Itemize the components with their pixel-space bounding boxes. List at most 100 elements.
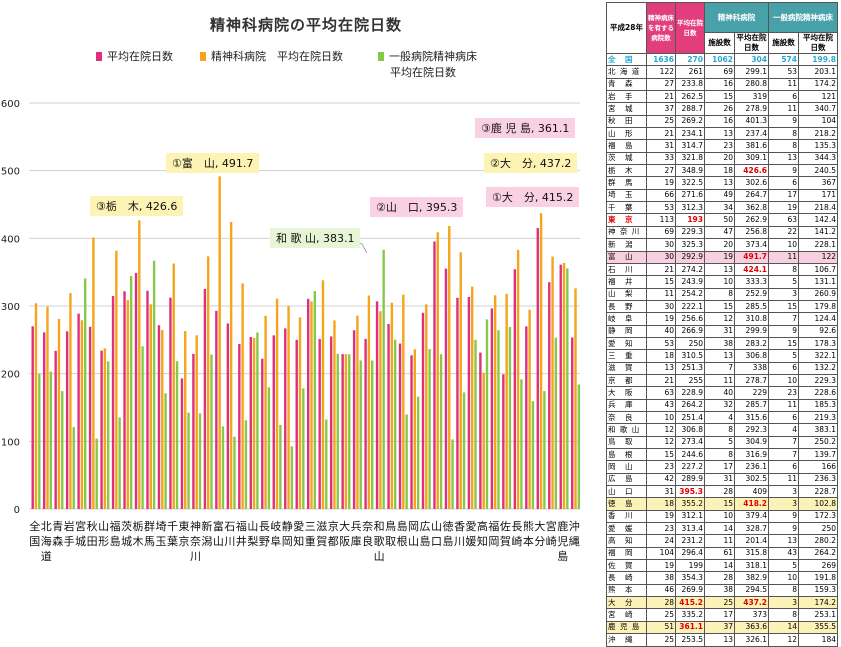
table-cell-value: 42 [646,472,676,487]
bar-1-15 [206,256,210,509]
bar-0-15 [203,288,207,509]
table-row: 和 歌 山 12 306.8 8 292.3 4 383.1 [606,423,838,437]
bar-0-41 [502,374,505,509]
table-cell-prefecture: 長 野 [606,299,647,314]
bar-2-36 [451,439,454,509]
table-cell-value: 233.8 [675,77,705,92]
y-tick-label: 300 [1,302,20,313]
table-cell-value: 15 [646,447,676,462]
x-tick-label: 阪 [339,534,350,548]
bar-2-47 [577,384,581,509]
bar-2-18 [244,420,248,509]
bar-1-47 [574,288,577,509]
table-row: 徳 島 18 355.2 15 418.2 3 102.8 [606,497,838,511]
x-tick-label: 島 [420,534,431,548]
x-tick-label: 徳 [442,520,453,533]
table-cell-value: 191.8 [798,571,838,585]
x-tick-label: 庫 [351,534,362,548]
table-cell-value: 229.3 [675,225,705,240]
x-tick-label: 城 [75,535,86,548]
x-tick-label: 滋 [316,520,327,533]
table-cell-prefecture: 香 川 [606,509,647,524]
table-cell-value: 46 [646,583,676,598]
x-tick-label: 和 [374,520,385,533]
table-cell-prefecture: 島 根 [606,447,647,462]
table-cell-value: 240.5 [798,164,838,178]
x-tick-label: 都 [328,535,339,548]
table-row: 全 国 1636 270 1062 304 574 199.8 [606,52,838,67]
bar-0-16 [215,310,218,509]
table-cell-value: 11 [768,102,799,116]
table-cell-value: 1636 [646,52,676,67]
table-cell-value: 340.7 [798,102,838,116]
x-tick-label: 香 [454,520,465,533]
bar-1-29 [367,295,371,509]
table-cell-value: 26 [704,102,735,116]
table-cell-prefecture: 神 奈 川 [606,225,647,240]
bar-1-7 [115,250,118,509]
legend-label-psychiatric: 精神科病院 平均在院日数 [211,50,343,63]
table-header-psy-avg: 平均在院日数 [734,32,769,54]
bar-2-46 [566,268,569,509]
bar-0-25 [318,338,321,509]
table-cell-prefecture: 山 形 [606,127,647,141]
x-tick-label: 潟 [201,535,212,548]
x-tick-label: 山 [431,520,442,533]
table-cell-prefecture: 熊 本 [606,583,647,598]
bar-0-13 [180,378,184,509]
table-cell-value: 47 [704,225,735,240]
table-header-psy-count: 施設数 [704,32,735,54]
bar-2-19 [256,332,259,509]
bar-0-2 [54,350,57,509]
table-cell-value: 254.2 [675,287,705,301]
bar-1-16 [218,176,221,509]
table-cell-prefecture: 愛 知 [606,336,647,351]
table-cell-prefecture: 新 潟 [606,238,647,252]
bar-1-43 [528,309,531,509]
table-cell-value: 309.1 [734,151,769,166]
table-cell-value: 27 [646,77,676,92]
table-cell-value: 8 [704,447,735,462]
x-tick-label: 栃 [133,519,144,533]
table-row: 島 根 15 244.6 8 316.9 7 139.7 [606,447,838,462]
table-cell-prefecture: 宮 崎 [606,608,647,622]
table-cell-value: 171 [798,188,838,203]
table-cell-value: 16 [704,114,735,129]
table-row: 栃 木 27 348.9 18 426.6 9 240.5 [606,164,838,178]
bar-2-12 [175,361,179,509]
table-cell-value: 325.3 [675,238,705,252]
x-tick-label: 島 [110,534,121,548]
table-row: 熊 本 46 269.9 38 294.5 8 159.3 [606,583,838,598]
bar-0-5 [88,326,92,509]
table-cell-value: 50 [704,213,735,227]
legend-label-general-1: 一般病院精神病床 [389,50,477,63]
table-cell-value: 218.4 [798,201,838,215]
x-tick-label: 石 [224,520,235,533]
table-cell-value: 11 [768,250,799,264]
table-cell-prefecture: 福 島 [606,139,647,153]
table-cell-prefecture: 京 都 [606,373,647,388]
table-row: 福 岡 104 296.4 61 315.8 43 264.2 [606,546,838,561]
x-tick-label: 岩 [64,519,75,533]
bar-2-6 [106,361,110,509]
bar-2-16 [221,426,225,509]
table-cell-value: 17 [768,188,799,203]
table-cell-value: 253.1 [798,608,838,622]
table-cell-value: 260.9 [798,287,838,301]
bar-2-0 [38,373,41,509]
y-tick-label: 200 [1,370,20,381]
table-cell-value: 264.2 [675,398,705,412]
table-cell-value: 32 [704,398,735,412]
table-cell-value: 174.2 [798,77,838,92]
table-cell-value: 361.1 [675,620,705,635]
table-cell-value: 424.1 [734,262,769,277]
table-cell-value: 7 [768,312,799,326]
table-cell-value: 10 [768,238,799,252]
legend-item-avg: 平均在院日数 [96,48,173,64]
bar-2-26 [336,353,339,509]
table-cell-value: 7 [768,435,799,450]
x-tick-label: 山 [247,520,258,533]
table-cell-value: 251.3 [675,361,705,375]
table-cell-value: 251.4 [675,410,705,425]
x-tick-label: 東 [178,520,189,533]
